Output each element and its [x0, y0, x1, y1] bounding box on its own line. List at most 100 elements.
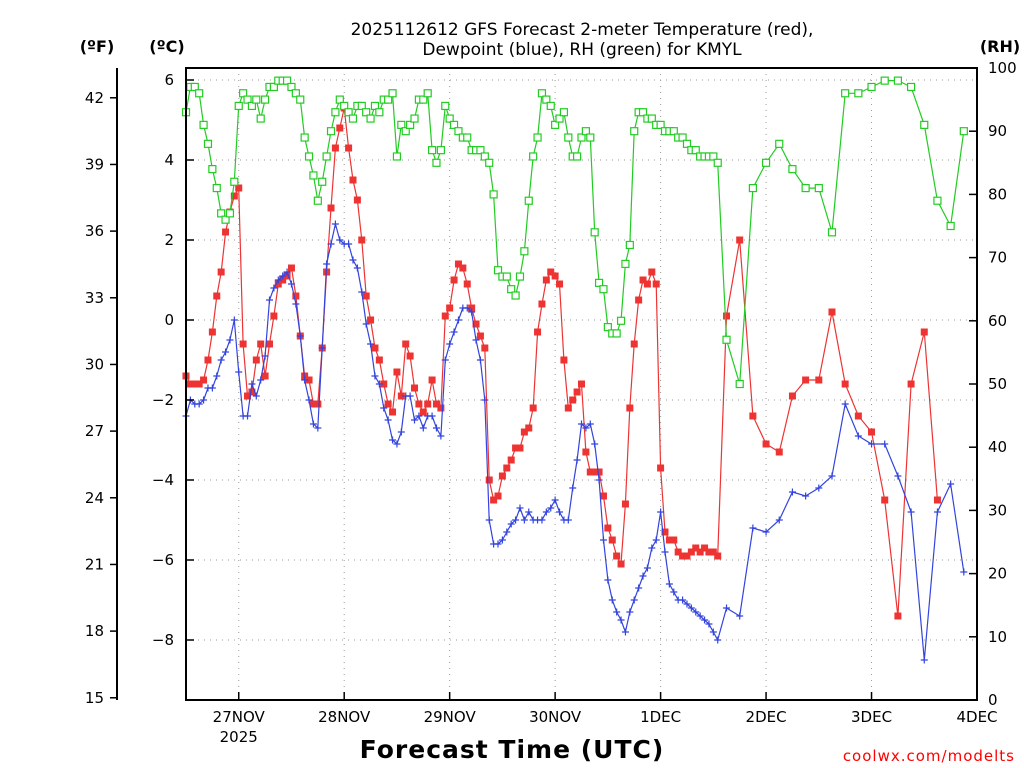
temperature-point: [384, 400, 392, 408]
dewpoint-point: [358, 288, 366, 296]
rh-point: [551, 120, 560, 129]
dewpoint-point: [709, 628, 717, 636]
x-tick-label: 30NOV: [529, 708, 582, 726]
dewpoint-point: [397, 428, 405, 436]
rh-point: [542, 95, 551, 104]
temperature-point: [314, 400, 322, 408]
dewpoint-point: [525, 508, 533, 516]
dewpoint-point: [287, 280, 295, 288]
fahrenheit-tick-label: 30: [85, 355, 104, 373]
dewpoint-point: [279, 272, 287, 280]
rh-point: [375, 108, 384, 117]
credit-text: coolwx.com/modelts: [843, 747, 1015, 765]
temperature-point: [222, 228, 230, 236]
dewpoint-point: [920, 656, 928, 664]
rh-point: [199, 120, 208, 129]
dewpoint-point: [960, 568, 968, 576]
celsius-tick-label: −6: [152, 551, 174, 569]
dewpoint-point: [476, 356, 484, 364]
temperature-point: [802, 376, 810, 384]
dewpoint-point: [775, 516, 783, 524]
dewpoint-point: [261, 352, 269, 360]
temperature-point: [454, 260, 462, 268]
temperature-point: [639, 276, 647, 284]
rh-point: [392, 152, 402, 161]
rh-point: [630, 127, 639, 136]
rh-point: [406, 120, 415, 129]
dewpoint-point: [608, 596, 616, 604]
temperature-point: [705, 548, 713, 556]
temperature-point: [204, 356, 212, 364]
temperature-point: [498, 472, 506, 480]
dewpoint-point: [854, 432, 862, 440]
dewpoint-point: [788, 488, 796, 496]
rh-point: [427, 146, 437, 155]
temperature-point: [652, 280, 660, 288]
axes: 27NOV 2025 28NOV 29NOV 30NOV 1DEC 2DEC 3DEC 4DEC…: [85, 59, 1017, 746]
rh-point: [217, 209, 226, 218]
dewpoint-point: [564, 516, 572, 524]
dewpoint-point: [296, 332, 304, 340]
celsius-tick-label: −2: [152, 391, 174, 409]
dewpoint-point: [661, 548, 669, 556]
rh-point: [841, 89, 850, 98]
dewpoint-point: [670, 588, 678, 596]
dewpoint-point: [933, 508, 941, 516]
dewpoint-point: [723, 604, 731, 612]
temperature-point: [309, 400, 317, 408]
rh-point: [590, 228, 599, 237]
temperature-point: [723, 312, 731, 320]
rh-point: [533, 133, 542, 142]
temperature-point: [696, 548, 704, 556]
fahrenheit-tick-label: 27: [85, 422, 104, 440]
rh-point: [520, 247, 529, 256]
dewpoint-point: [551, 496, 559, 504]
dewpoint-point: [498, 536, 506, 544]
temperature-point: [463, 280, 471, 288]
dewpoint-point: [226, 336, 234, 344]
dewpoint-point: [468, 308, 476, 316]
temperature-point: [186, 380, 194, 388]
dewpoint-point: [714, 636, 722, 644]
dewpoint-point: [371, 372, 379, 380]
rh-point: [234, 101, 243, 111]
rh-point: [573, 152, 582, 161]
dewpoint-point: [512, 516, 520, 524]
temperature-point: [621, 500, 629, 508]
temperature-point: [208, 328, 216, 336]
rh-point: [511, 291, 520, 300]
rh-tick-label: 10: [988, 628, 1007, 646]
dewpoint-point: [222, 348, 230, 356]
rh-point: [489, 190, 498, 199]
x-tick-label: 3DEC: [851, 708, 892, 726]
rh-point: [208, 165, 217, 174]
rh-point: [463, 133, 472, 142]
temperature-point: [424, 400, 432, 408]
temperature-point: [595, 468, 603, 476]
temperature-point: [542, 276, 550, 284]
temperature-point: [714, 552, 722, 560]
temperature-point: [709, 548, 717, 556]
rh-point: [612, 329, 621, 338]
dewpoint-point: [696, 612, 704, 620]
dewpoint-point: [683, 600, 691, 608]
fahrenheit-tick-label: 21: [85, 555, 104, 573]
dewpoint-point: [907, 508, 915, 516]
dewpoint-point: [446, 340, 454, 348]
rh-point: [243, 95, 252, 104]
rh-point: [344, 108, 353, 117]
dewpoint-point: [881, 440, 889, 448]
temperature-point: [252, 356, 260, 364]
dewpoint-point: [613, 608, 621, 616]
temperature-point: [389, 408, 397, 416]
dewpoint-point: [415, 412, 423, 420]
dewpoint-point: [406, 392, 414, 400]
rh-point: [476, 146, 485, 155]
rh-point: [441, 101, 450, 111]
dewpoint-point: [701, 616, 709, 624]
rh-point: [801, 183, 810, 193]
dewpoint-point: [217, 356, 225, 364]
dewpoint-point: [749, 524, 757, 532]
temperature-point: [230, 192, 238, 200]
rh-point: [252, 95, 261, 104]
